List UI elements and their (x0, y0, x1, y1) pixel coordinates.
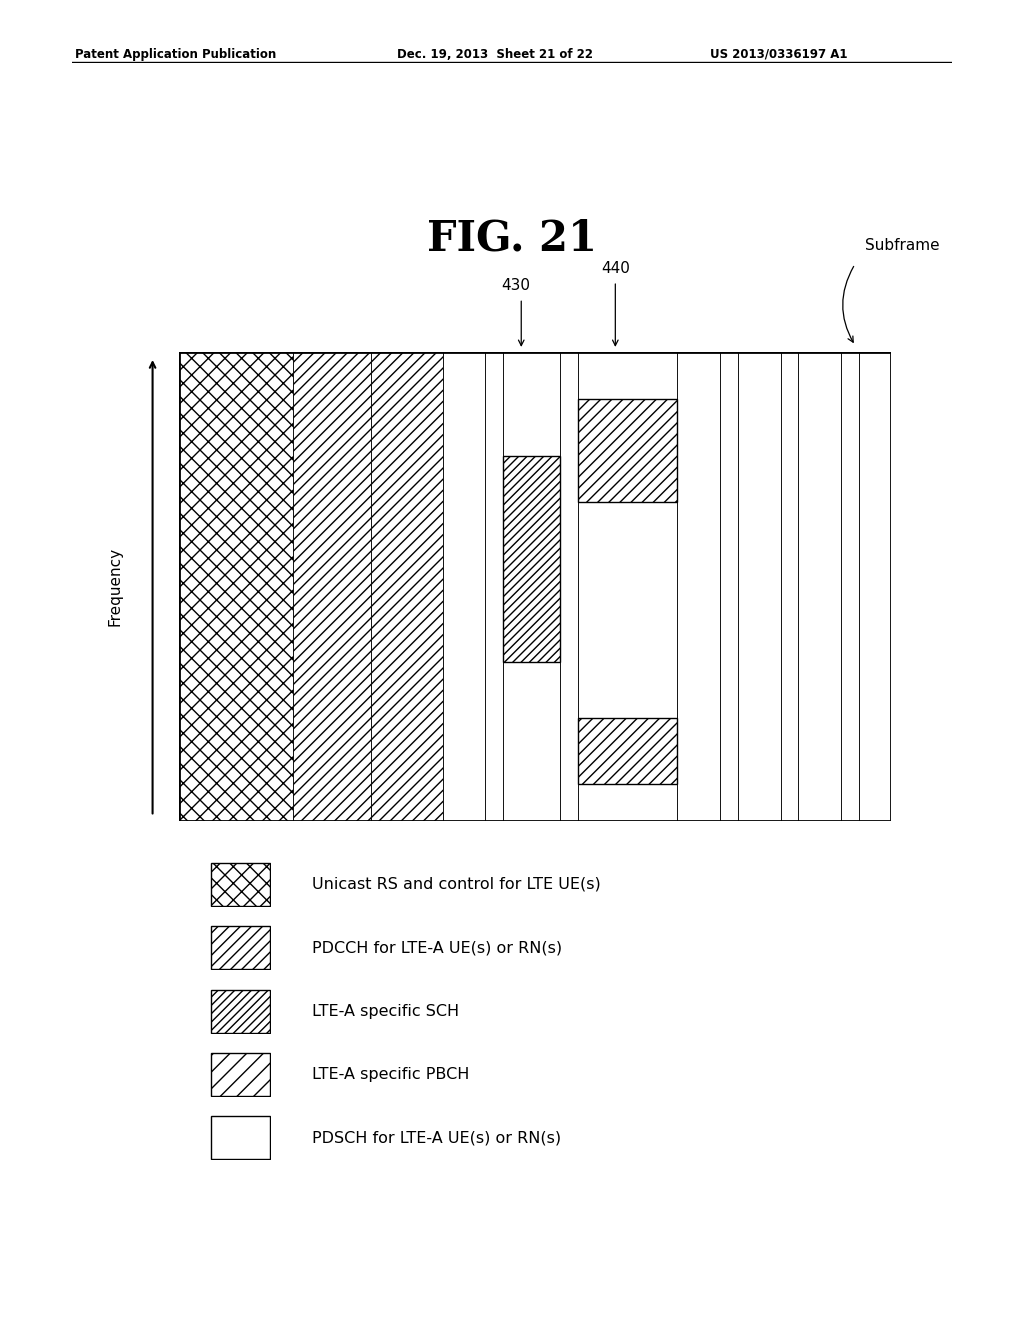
Bar (485, 352, 503, 821)
Bar (503, 352, 560, 821)
Text: US 2013/0336197 A1: US 2013/0336197 A1 (710, 48, 847, 61)
Text: PDCCH for LTE-A UE(s) or RN(s): PDCCH for LTE-A UE(s) or RN(s) (312, 940, 562, 956)
Text: 430: 430 (502, 279, 530, 293)
Bar (560, 352, 578, 821)
Text: Unicast RS and control for LTE UE(s): Unicast RS and control for LTE UE(s) (312, 876, 601, 892)
Bar (372, 352, 442, 821)
Bar (780, 352, 799, 821)
Text: FIG. 21: FIG. 21 (427, 218, 597, 260)
Text: LTE-A specific PBCH: LTE-A specific PBCH (312, 1067, 470, 1082)
Text: Dec. 19, 2013  Sheet 21 of 22: Dec. 19, 2013 Sheet 21 of 22 (397, 48, 593, 61)
Bar (578, 352, 677, 821)
Text: Patent Application Publication: Patent Application Publication (75, 48, 276, 61)
Bar (578, 718, 677, 784)
Text: LTE-A specific SCH: LTE-A specific SCH (312, 1003, 460, 1019)
Bar (293, 352, 372, 821)
Bar (720, 352, 738, 821)
Text: 440: 440 (601, 261, 630, 276)
Bar (503, 455, 560, 661)
Bar (179, 352, 293, 821)
Bar (578, 400, 677, 503)
Text: Subframe: Subframe (865, 239, 940, 253)
Bar (678, 352, 720, 821)
Text: Frequency: Frequency (108, 548, 122, 626)
Bar (859, 352, 891, 821)
Bar (738, 352, 780, 821)
Bar (841, 352, 859, 821)
Text: PDSCH for LTE-A UE(s) or RN(s): PDSCH for LTE-A UE(s) or RN(s) (312, 1130, 561, 1146)
Bar (442, 352, 485, 821)
Bar (799, 352, 841, 821)
